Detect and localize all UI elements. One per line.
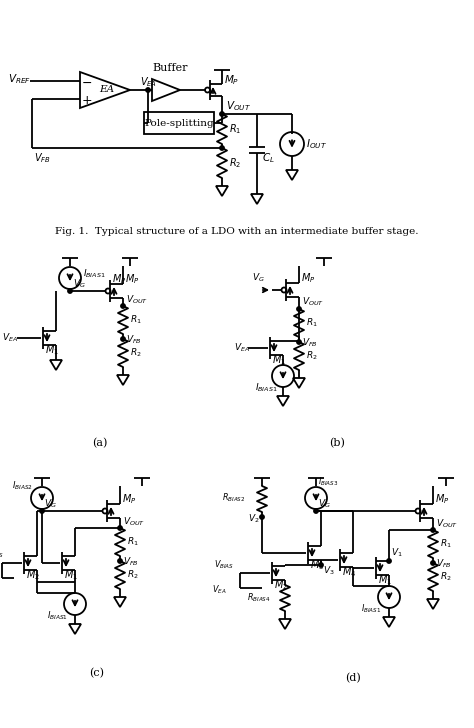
Text: $R_2$: $R_2$ [440, 571, 452, 583]
Text: $I_{BIAS1}$: $I_{BIAS1}$ [83, 268, 106, 280]
Text: $V_3$: $V_3$ [323, 565, 335, 577]
Text: $V_G$: $V_G$ [252, 272, 265, 284]
Text: $R_1$: $R_1$ [229, 122, 241, 136]
Text: $M_4$: $M_4$ [342, 565, 356, 579]
Text: $V_1$: $V_1$ [391, 547, 402, 559]
Text: $M_P$: $M_P$ [112, 272, 127, 286]
Text: $R_{BIAS4}$: $R_{BIAS4}$ [247, 592, 271, 604]
Text: $V_{FB}$: $V_{FB}$ [436, 558, 452, 570]
Text: Buffer: Buffer [152, 63, 188, 73]
Text: $R_2$: $R_2$ [130, 347, 142, 359]
Circle shape [40, 509, 44, 513]
Circle shape [220, 146, 224, 150]
Circle shape [314, 509, 318, 513]
Text: $I_{BIAS1}$: $I_{BIAS1}$ [255, 381, 278, 395]
Text: $M_P$: $M_P$ [125, 272, 139, 286]
Text: $V_{FB}$: $V_{FB}$ [302, 337, 318, 349]
Text: $I_{BIAS2}$: $I_{BIAS2}$ [12, 480, 33, 492]
Text: $V_{EA}$: $V_{EA}$ [140, 75, 157, 89]
Circle shape [387, 559, 391, 563]
Text: $I_{BIAS1}$: $I_{BIAS1}$ [47, 610, 68, 622]
Text: $+$: $+$ [82, 93, 92, 106]
Circle shape [297, 340, 301, 344]
Text: (d): (d) [345, 673, 361, 683]
Text: $M_1$: $M_1$ [272, 353, 286, 367]
Text: $M_P$: $M_P$ [435, 492, 449, 506]
Text: $V_{BIAS}$: $V_{BIAS}$ [214, 559, 234, 571]
Text: $V_{OUT}$: $V_{OUT}$ [302, 296, 324, 308]
Circle shape [68, 289, 72, 293]
Text: $M_3$: $M_3$ [310, 558, 324, 572]
Text: $M_P$: $M_P$ [301, 271, 316, 285]
Text: $V_G$: $V_G$ [73, 278, 86, 290]
Text: $R_1$: $R_1$ [440, 538, 452, 550]
Text: $V_{BIAS}$: $V_{BIAS}$ [0, 547, 4, 561]
Circle shape [431, 528, 435, 532]
Text: $V_{OUT}$: $V_{OUT}$ [123, 515, 145, 529]
Text: $V_{OUT}$: $V_{OUT}$ [126, 294, 148, 306]
Text: $M_P$: $M_P$ [122, 492, 137, 506]
Text: $-$: $-$ [82, 76, 92, 89]
Text: $V_{EA}$: $V_{EA}$ [212, 584, 227, 596]
Text: $M_P$: $M_P$ [224, 73, 239, 87]
Text: $V_G$: $V_G$ [44, 498, 57, 510]
Text: $V_{FB}$: $V_{FB}$ [123, 555, 139, 569]
Circle shape [319, 563, 323, 567]
Text: (a): (a) [92, 438, 108, 448]
Circle shape [121, 304, 125, 308]
Text: $V_{EA}$: $V_{EA}$ [2, 332, 18, 344]
Text: $C_L$: $C_L$ [262, 151, 275, 165]
Text: $V_{OUT}$: $V_{OUT}$ [436, 518, 458, 530]
Text: $I_{OUT}$: $I_{OUT}$ [306, 137, 327, 151]
Text: $R_1$: $R_1$ [306, 317, 318, 329]
Text: $M_1$: $M_1$ [64, 568, 78, 582]
Text: $M_1$: $M_1$ [45, 343, 59, 357]
Circle shape [118, 559, 122, 563]
Text: $V_{FB}$: $V_{FB}$ [126, 333, 142, 347]
Text: $M_2$: $M_2$ [26, 568, 40, 582]
Text: $R_2$: $R_2$ [229, 156, 241, 170]
Bar [144, 112, 214, 134]
Circle shape [431, 561, 435, 565]
Text: $V_G$: $V_G$ [318, 498, 331, 510]
Text: $V_{OUT}$: $V_{OUT}$ [226, 99, 251, 113]
Text: $V_{REF}$: $V_{REF}$ [8, 72, 31, 86]
Text: $V_{EA}$: $V_{EA}$ [234, 341, 250, 355]
Text: $I_{BIAS1}$: $I_{BIAS1}$ [361, 603, 381, 615]
Text: (c): (c) [90, 668, 104, 678]
Circle shape [121, 337, 125, 341]
Text: $R_{BIAS2}$: $R_{BIAS2}$ [222, 491, 246, 505]
Circle shape [220, 112, 224, 116]
Circle shape [297, 306, 301, 311]
Text: $V_{FB}$: $V_{FB}$ [34, 151, 51, 165]
Circle shape [146, 88, 150, 92]
Text: $V_2$: $V_2$ [248, 513, 260, 525]
Text: Pole-splitting: Pole-splitting [144, 119, 214, 127]
Text: $R_1$: $R_1$ [130, 314, 142, 326]
Text: $I_{BIAS3}$: $I_{BIAS3}$ [318, 476, 338, 488]
Text: $R_2$: $R_2$ [306, 349, 318, 363]
Text: EA: EA [100, 85, 115, 95]
Text: $R_1$: $R_1$ [127, 536, 139, 548]
Text: Fig. 1.  Typical structure of a LDO with an intermediate buffer stage.: Fig. 1. Typical structure of a LDO with … [55, 227, 419, 237]
Text: $M_1$: $M_1$ [378, 573, 392, 587]
Text: $M_2$: $M_2$ [274, 578, 288, 592]
Circle shape [260, 515, 264, 519]
Circle shape [118, 526, 122, 530]
Text: $R_2$: $R_2$ [127, 569, 139, 581]
Text: (b): (b) [329, 438, 345, 448]
